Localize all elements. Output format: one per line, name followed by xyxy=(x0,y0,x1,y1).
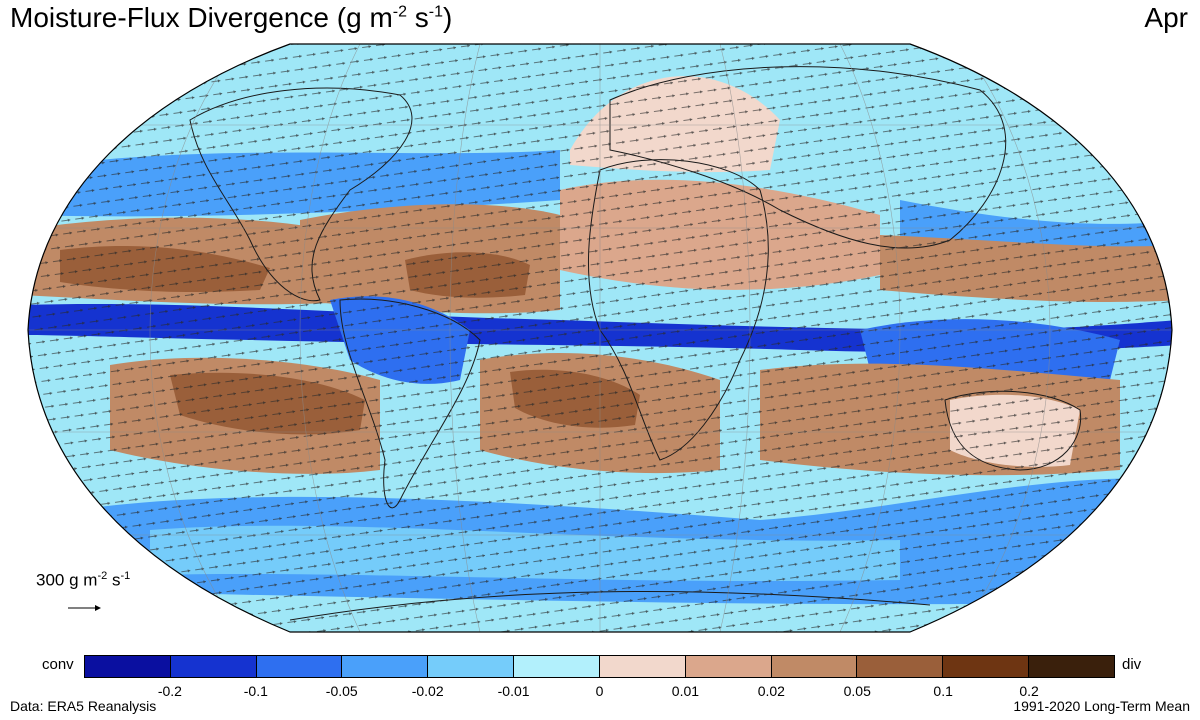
colorbar-segment xyxy=(428,656,515,677)
world-map xyxy=(27,43,1173,633)
colorbar xyxy=(84,655,1115,678)
colorbar-tick-label: 0.1 xyxy=(933,683,953,699)
colorbar-segment xyxy=(943,656,1030,677)
colorbar-segment xyxy=(342,656,429,677)
colorbar-segment xyxy=(256,656,343,677)
reference-arrow-icon xyxy=(68,605,101,611)
data-period: 1991-2020 Long-Term Mean xyxy=(1013,698,1190,714)
colorbar-segment xyxy=(85,656,171,677)
graticule xyxy=(28,44,1172,632)
colorbar-segment xyxy=(599,656,686,677)
colorbar-conv-label: conv xyxy=(42,656,74,673)
reference-exponent-2: -1 xyxy=(120,570,131,582)
colorbar-ticks: -0.2 -0.1 -0.05 -0.02 -0.01 0 0.01 0.02 0.05 0.1 0… xyxy=(0,683,1200,701)
colorbar-tick-label: 0.01 xyxy=(671,683,700,699)
colorbar-segment xyxy=(857,656,944,677)
title-exponent-1: -2 xyxy=(392,3,408,21)
title-text: Moisture-Flux Divergence (g m xyxy=(10,2,393,33)
colorbar-tick-label: 0.02 xyxy=(757,683,785,699)
colorbar-tick-label: -0.2 xyxy=(157,683,182,699)
colorbar-tick-label: -0.01 xyxy=(497,683,530,699)
map-panel xyxy=(27,43,1173,633)
colorbar-tick-label: -0.02 xyxy=(411,683,444,699)
colorbar-tick-label: 0 xyxy=(595,683,604,699)
reference-value: 300 g m xyxy=(36,570,98,590)
title-text-mid: s xyxy=(407,2,429,33)
reference-vector-label: 300 g m-2 s-1 xyxy=(36,570,130,591)
reference-exponent-1: -2 xyxy=(97,570,108,582)
colorbar-segment xyxy=(771,656,858,677)
globe-border xyxy=(27,43,1173,633)
colorbar-tick-label: -0.05 xyxy=(325,683,358,699)
title-text-end: ) xyxy=(443,2,453,33)
map-field xyxy=(28,44,1172,632)
colorbar-tick-label: 0.2 xyxy=(1019,683,1039,699)
colorbar-segment xyxy=(685,656,772,677)
month-label: Apr xyxy=(1144,2,1188,33)
reference-mid: s xyxy=(107,570,121,590)
colorbar-tick-label: 0.05 xyxy=(843,683,871,699)
data-source: Data: ERA5 Reanalysis xyxy=(10,698,157,714)
map-title: Moisture-Flux Divergence (g m-2 s-1) xyxy=(10,2,452,34)
colorbar-segment xyxy=(1029,656,1114,677)
colorbar-segment xyxy=(170,656,257,677)
colorbar-tick-label: -0.1 xyxy=(243,683,268,699)
colorbar-segment xyxy=(514,656,600,677)
colorbar-div-label: div xyxy=(1122,656,1142,673)
title-exponent-2: -1 xyxy=(428,3,444,21)
